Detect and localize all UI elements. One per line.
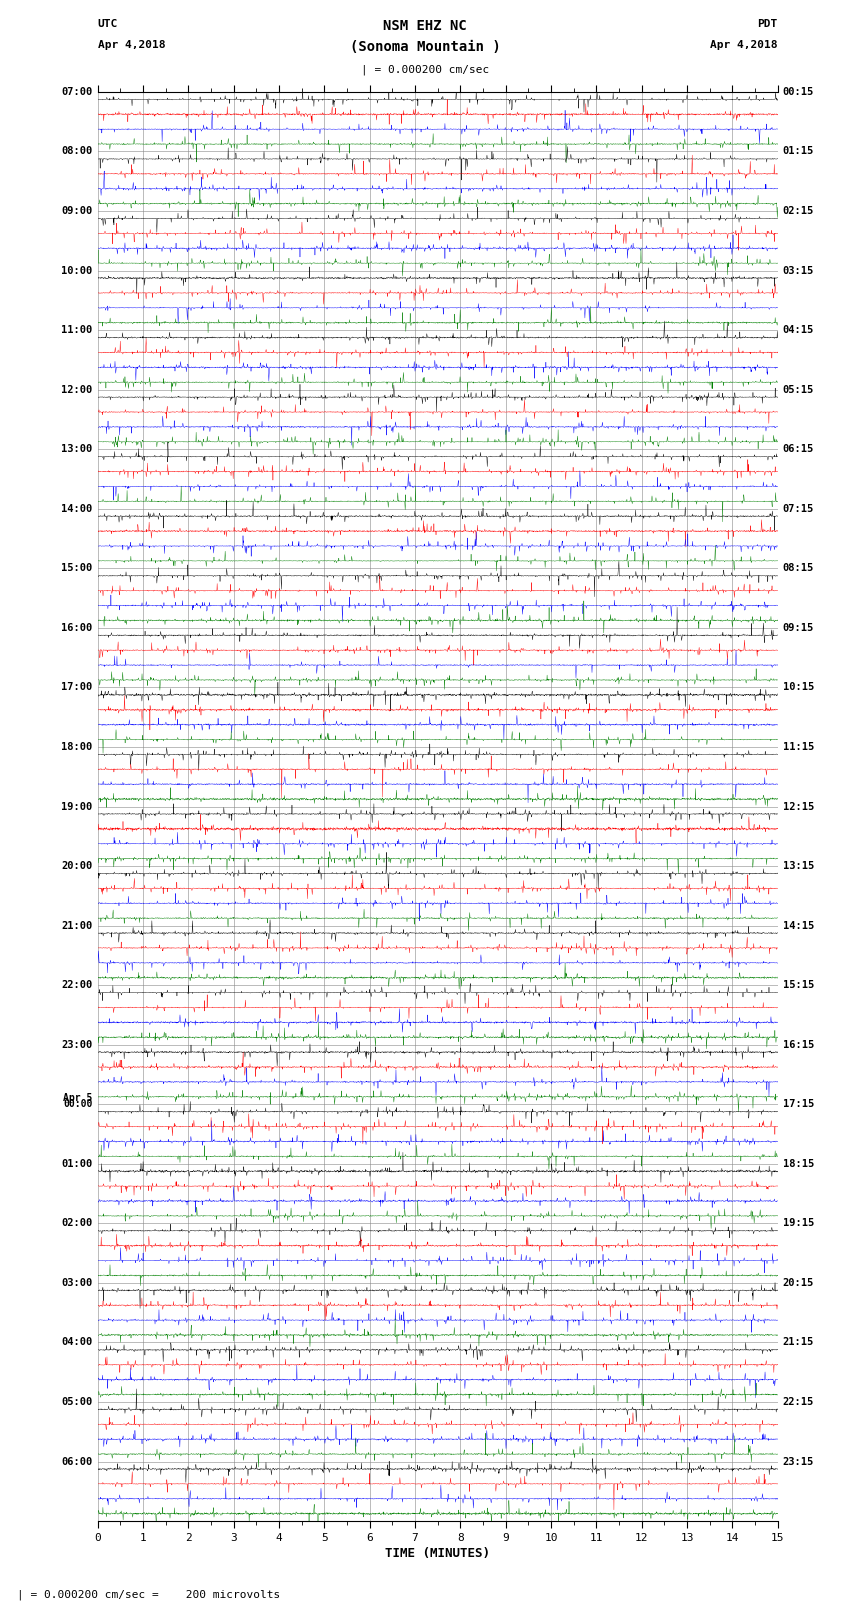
Text: 06:00: 06:00 [61,1457,93,1466]
Text: 07:15: 07:15 [783,503,814,515]
Text: 16:15: 16:15 [783,1040,814,1050]
Text: | = 0.000200 cm/sec =    200 microvolts: | = 0.000200 cm/sec = 200 microvolts [17,1589,280,1600]
X-axis label: TIME (MINUTES): TIME (MINUTES) [385,1547,490,1560]
Text: 05:15: 05:15 [783,384,814,395]
Text: 00:00: 00:00 [63,1098,93,1110]
Text: 15:15: 15:15 [783,981,814,990]
Text: 21:15: 21:15 [783,1337,814,1347]
Text: 06:15: 06:15 [783,444,814,455]
Text: 04:15: 04:15 [783,326,814,336]
Text: 16:00: 16:00 [61,623,93,632]
Text: 12:15: 12:15 [783,802,814,811]
Text: Apr 4,2018: Apr 4,2018 [711,40,778,50]
Text: 21:00: 21:00 [61,921,93,931]
Text: 13:00: 13:00 [61,444,93,455]
Text: 23:00: 23:00 [61,1040,93,1050]
Text: Apr 4,2018: Apr 4,2018 [98,40,165,50]
Text: 01:00: 01:00 [61,1158,93,1169]
Text: 19:00: 19:00 [61,802,93,811]
Text: 10:15: 10:15 [783,682,814,692]
Text: 22:15: 22:15 [783,1397,814,1407]
Text: 08:15: 08:15 [783,563,814,573]
Text: 00:15: 00:15 [783,87,814,97]
Text: 12:00: 12:00 [61,384,93,395]
Text: 17:15: 17:15 [783,1098,814,1110]
Text: | = 0.000200 cm/sec: | = 0.000200 cm/sec [361,65,489,76]
Text: 20:15: 20:15 [783,1277,814,1287]
Text: 09:00: 09:00 [61,206,93,216]
Text: 20:00: 20:00 [61,861,93,871]
Text: (Sonoma Mountain ): (Sonoma Mountain ) [349,40,501,55]
Text: 11:15: 11:15 [783,742,814,752]
Text: 15:00: 15:00 [61,563,93,573]
Text: 11:00: 11:00 [61,326,93,336]
Text: 23:15: 23:15 [783,1457,814,1466]
Text: NSM EHZ NC: NSM EHZ NC [383,19,467,34]
Text: 07:00: 07:00 [61,87,93,97]
Text: 13:15: 13:15 [783,861,814,871]
Text: 22:00: 22:00 [61,981,93,990]
Text: 17:00: 17:00 [61,682,93,692]
Text: 02:15: 02:15 [783,206,814,216]
Text: 03:15: 03:15 [783,266,814,276]
Text: 05:00: 05:00 [61,1397,93,1407]
Text: 08:00: 08:00 [61,147,93,156]
Text: 14:00: 14:00 [61,503,93,515]
Text: 10:00: 10:00 [61,266,93,276]
Text: 09:15: 09:15 [783,623,814,632]
Text: 18:15: 18:15 [783,1158,814,1169]
Text: 02:00: 02:00 [61,1218,93,1229]
Text: 01:15: 01:15 [783,147,814,156]
Text: 04:00: 04:00 [61,1337,93,1347]
Text: Apr 5: Apr 5 [63,1092,93,1103]
Text: UTC: UTC [98,19,118,29]
Text: 03:00: 03:00 [61,1277,93,1287]
Text: 14:15: 14:15 [783,921,814,931]
Text: 19:15: 19:15 [783,1218,814,1229]
Text: PDT: PDT [757,19,778,29]
Text: 18:00: 18:00 [61,742,93,752]
